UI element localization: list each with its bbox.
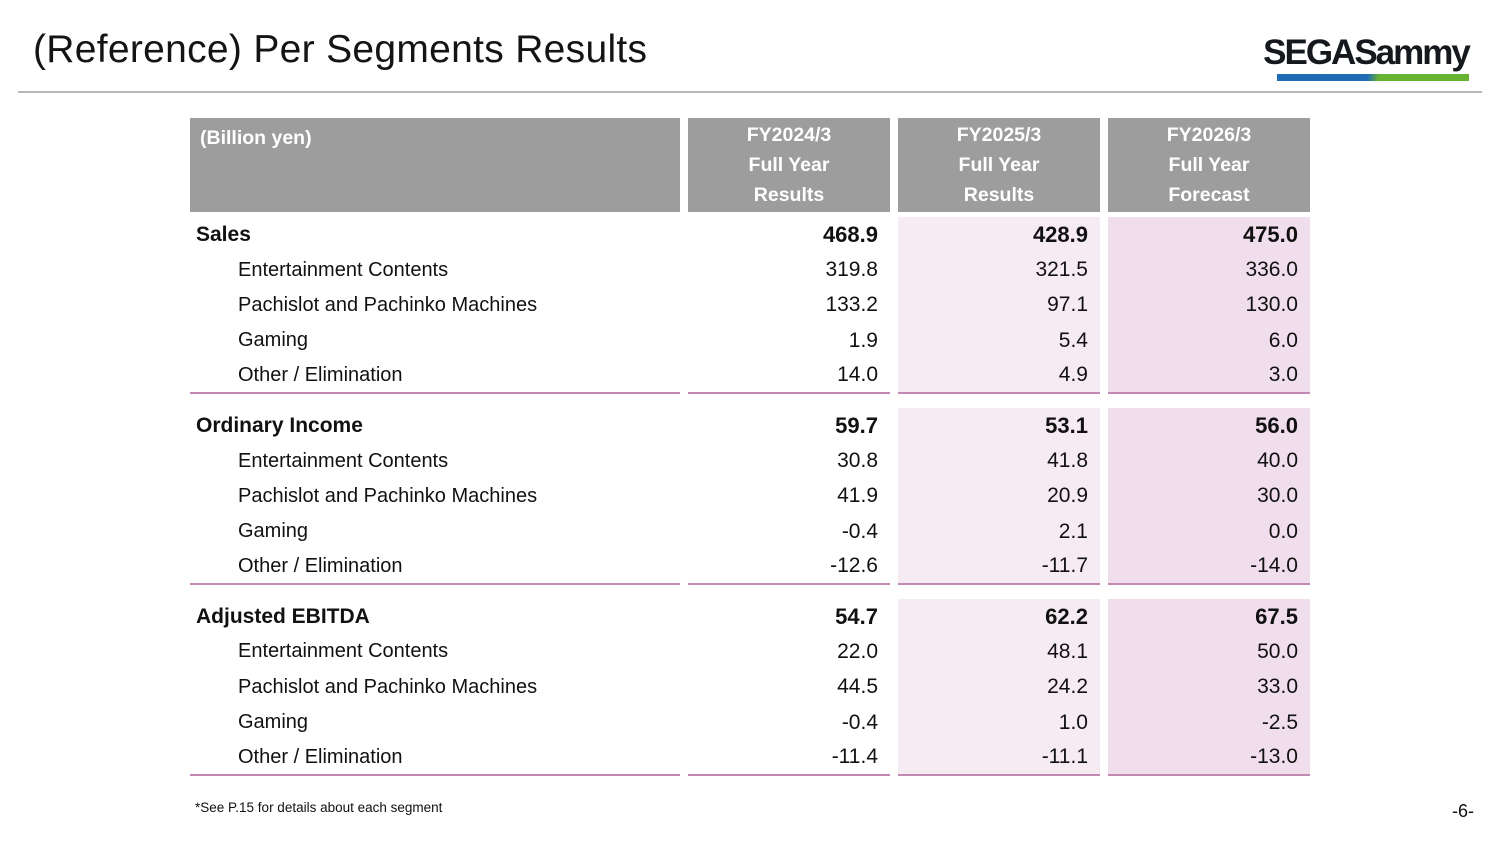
value-fy2026: 475.0: [1108, 217, 1310, 253]
column-header-line: Results: [963, 184, 1035, 206]
row-label: Entertainment Contents: [238, 640, 449, 663]
column-header-fy2024: FY2024/3 Full Year Results: [688, 118, 890, 212]
value-fy2026: 0.0: [1108, 514, 1310, 550]
title-divider: [18, 91, 1482, 93]
column-header-line: Full Year: [748, 154, 830, 176]
row-label: Pachislot and Pachinko Machines: [238, 675, 538, 698]
value-fy2024: 319.8: [825, 258, 878, 282]
value-fy2025: 5.4: [898, 323, 1100, 359]
column-header-line: FY2026/3: [1166, 124, 1252, 146]
value-fy2026: 56.0: [1108, 407, 1310, 444]
column-header-line: FY2025/3: [956, 124, 1042, 146]
row-label: Ordinary Income: [196, 413, 363, 437]
value-fy2026: 3.0: [1108, 358, 1310, 394]
value-fy2026: 33.0: [1108, 669, 1310, 706]
value-fy2025: 321.5: [898, 252, 1100, 288]
column-header-line: Forecast: [1168, 184, 1250, 206]
row-label: Gaming: [238, 711, 309, 734]
section-adjusted-ebitda: Adjusted EBITDA 54.7 62.2 67.5 Entertain…: [190, 598, 1310, 776]
value-fy2024: 468.9: [822, 221, 878, 247]
row-label: Pachislot and Pachinko Machines: [238, 484, 538, 507]
column-header-line: Full Year: [1168, 154, 1250, 176]
value-fy2026: 6.0: [1108, 323, 1310, 359]
value-fy2026: 67.5: [1108, 598, 1310, 635]
value-fy2024: -0.4: [841, 710, 878, 734]
value-fy2024: -12.6: [688, 550, 890, 585]
value-fy2024: 1.9: [848, 328, 878, 352]
value-fy2024: 59.7: [835, 412, 878, 438]
row-label: Other / Elimination: [190, 550, 680, 585]
value-fy2025: 2.1: [898, 514, 1100, 550]
footnote: *See P.15 for details about each segment: [195, 800, 443, 815]
row-label: Gaming: [238, 520, 309, 543]
value-fy2026: 336.0: [1108, 252, 1310, 288]
row-label: Gaming: [238, 329, 309, 352]
value-fy2024: 44.5: [837, 675, 878, 699]
value-fy2026: -2.5: [1108, 705, 1310, 741]
row-label: Sales: [196, 222, 251, 246]
value-fy2025: 53.1: [898, 407, 1100, 444]
column-header-fy2026: FY2026/3 Full Year Forecast: [1108, 118, 1310, 212]
segments-table: (Billion yen) FY2024/3 Full Year Results…: [190, 118, 1310, 776]
column-header-line: FY2024/3: [746, 124, 832, 146]
value-fy2025: 428.9: [898, 217, 1100, 253]
row-label: Entertainment Contents: [238, 258, 449, 281]
value-fy2025: 20.9: [898, 478, 1100, 515]
value-fy2025: 1.0: [898, 705, 1100, 741]
value-fy2026: -13.0: [1108, 740, 1310, 776]
table-header-row: (Billion yen) FY2024/3 Full Year Results…: [190, 118, 1310, 212]
segasammy-logo-text: SEGASammy: [1263, 33, 1471, 72]
row-label: Other / Elimination: [190, 359, 680, 394]
section-ordinary-income: Ordinary Income 59.7 53.1 56.0 Entertain…: [190, 407, 1310, 585]
value-fy2024: -11.4: [688, 740, 890, 776]
value-fy2026: 30.0: [1108, 478, 1310, 515]
value-fy2025: 4.9: [898, 358, 1100, 394]
value-fy2024: 30.8: [837, 449, 878, 473]
section-sales: Sales 468.9 428.9 475.0 Entertainment Co…: [190, 217, 1310, 394]
value-fy2026: 50.0: [1108, 634, 1310, 670]
value-fy2024: 14.0: [688, 359, 890, 394]
row-label: Pachislot and Pachinko Machines: [238, 293, 538, 316]
page-number: -6-: [1452, 801, 1474, 821]
value-fy2026: -14.0: [1108, 549, 1310, 585]
value-fy2024: -0.4: [841, 519, 878, 543]
value-fy2025: 97.1: [898, 287, 1100, 324]
row-label: Other / Elimination: [190, 740, 680, 776]
value-fy2026: 130.0: [1108, 287, 1310, 324]
segasammy-logo: SEGASammy: [1257, 33, 1475, 81]
unit-label-header: (Billion yen): [190, 118, 680, 212]
column-header-line: Results: [753, 184, 825, 206]
row-label: Entertainment Contents: [238, 449, 449, 472]
value-fy2025: -11.7: [898, 549, 1100, 585]
value-fy2024: 22.0: [837, 639, 878, 663]
value-fy2024: 133.2: [825, 293, 878, 317]
value-fy2025: 41.8: [898, 443, 1100, 479]
value-fy2026: 40.0: [1108, 443, 1310, 479]
column-header-line: Full Year: [958, 154, 1040, 176]
logo-underline-bar: [1277, 74, 1469, 81]
value-fy2025: 62.2: [898, 598, 1100, 635]
page-title: (Reference) Per Segments Results: [33, 28, 648, 71]
value-fy2024: 41.9: [837, 484, 878, 508]
column-header-fy2025: FY2025/3 Full Year Results: [898, 118, 1100, 212]
value-fy2025: 24.2: [898, 669, 1100, 706]
value-fy2025: -11.1: [898, 740, 1100, 776]
row-label: Adjusted EBITDA: [196, 604, 370, 628]
value-fy2024: 54.7: [835, 603, 878, 629]
value-fy2025: 48.1: [898, 634, 1100, 670]
